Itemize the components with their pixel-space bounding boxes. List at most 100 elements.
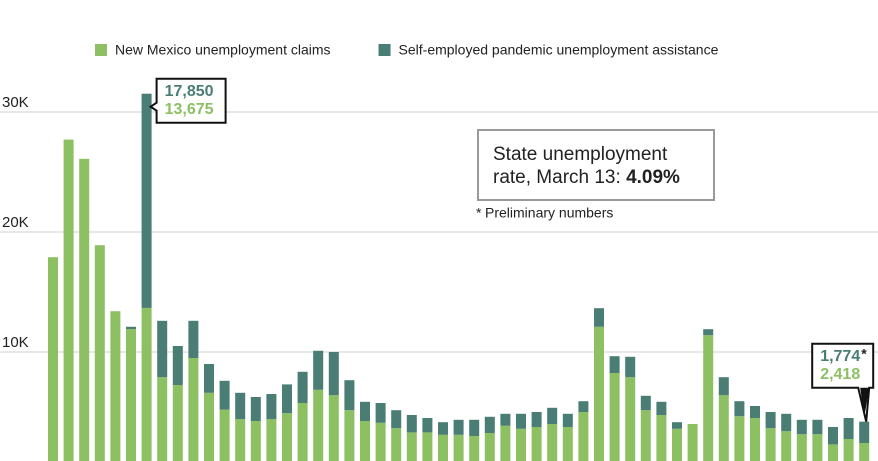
bar-segment — [422, 432, 433, 461]
bar-segment — [172, 346, 183, 385]
bar-segment — [609, 373, 620, 461]
bar-segment — [594, 308, 604, 327]
bar-segment — [734, 416, 745, 461]
legend-swatch — [95, 44, 107, 56]
bar-segment — [640, 410, 651, 461]
bar-segment — [235, 392, 246, 420]
bar-segment — [687, 424, 698, 461]
callout-box — [811, 342, 875, 422]
bar-segment — [266, 394, 277, 420]
bar-segment — [828, 427, 838, 445]
bar-segment — [79, 158, 90, 461]
bar-segment — [406, 432, 417, 461]
bar-segment — [718, 395, 729, 461]
bar-segment — [453, 419, 464, 435]
bar-segment — [375, 422, 386, 461]
bar-segment — [484, 416, 495, 433]
callout-pointer — [860, 387, 870, 418]
bar-segment — [297, 403, 308, 461]
bar-segment — [625, 377, 636, 461]
bar-segment — [438, 434, 448, 461]
bar-segment — [94, 245, 105, 461]
bar-segment — [266, 419, 277, 461]
bar-segment — [63, 139, 74, 461]
bar-segment — [578, 401, 589, 412]
bar-segment — [672, 422, 682, 429]
legend-label: New Mexico unemployment claims — [115, 42, 331, 58]
bar-segment — [204, 392, 214, 461]
bar-segment — [547, 424, 558, 461]
bar-segment — [282, 413, 292, 461]
bar-segment — [375, 403, 386, 423]
bar-segment — [781, 413, 792, 432]
bar-segment — [282, 384, 292, 414]
bar-segment — [859, 442, 870, 461]
bar-segment — [484, 433, 495, 461]
bar-segment — [406, 415, 417, 433]
rate-text: rate, March 13: — [493, 167, 621, 188]
bar-segment — [453, 434, 464, 461]
bar-segment — [172, 385, 183, 461]
bar-segment — [469, 419, 480, 436]
y-tick-label: 10K — [2, 334, 29, 351]
bar-segment — [812, 419, 823, 435]
bar-segment — [734, 401, 745, 417]
bar-segment — [110, 311, 121, 461]
bar-segment — [188, 320, 199, 358]
bar-segment — [469, 436, 480, 461]
bar-segment — [204, 364, 214, 393]
bar-segment — [859, 421, 870, 443]
y-tick-label: 30K — [2, 94, 29, 111]
bar-segment — [703, 329, 714, 336]
rate-text: State unemployment — [493, 144, 668, 165]
bar-segment — [812, 434, 823, 461]
bar-segment — [391, 428, 402, 461]
bar-segment — [781, 431, 792, 461]
bar-segment — [344, 380, 355, 411]
bar-segment — [219, 380, 230, 410]
bar-segment — [656, 401, 667, 415]
bar-segment — [313, 389, 324, 461]
data-label: 17,850 — [165, 83, 214, 100]
bar-segment — [796, 434, 807, 461]
bar-segment — [219, 409, 230, 461]
note-asterisk: * — [476, 205, 482, 221]
bar-segment — [250, 397, 261, 421]
bar-segment — [297, 371, 308, 403]
bar-segment — [843, 439, 854, 461]
bar-segment — [516, 413, 526, 429]
bar-segment — [360, 421, 370, 461]
bar-segment — [531, 412, 542, 427]
bar-segment — [750, 406, 760, 418]
bar-segment — [157, 320, 168, 378]
bar-segment — [609, 356, 620, 373]
bar-segment — [828, 444, 838, 461]
bar-segment — [250, 421, 261, 461]
bar-segment — [126, 329, 136, 461]
bar-segment — [718, 377, 729, 396]
bar-segment — [422, 418, 433, 433]
data-label: 2,418 — [820, 366, 860, 383]
data-label-asterisk: * — [861, 345, 867, 361]
data-label: 1,774 — [820, 348, 860, 365]
bar-segment — [562, 413, 573, 427]
bar-segment — [391, 410, 402, 429]
bar-segment — [360, 401, 370, 421]
bar-segment — [438, 422, 448, 435]
rate-text: rate, March 13: 4.09% — [493, 167, 680, 188]
bar-segment — [765, 412, 776, 429]
bar-segment — [703, 335, 714, 461]
callout-box — [148, 77, 227, 124]
rate-value: 4.09% — [626, 167, 680, 188]
bar-segment — [547, 407, 558, 424]
y-tick-label: 20K — [2, 214, 29, 231]
bar-segment — [640, 395, 651, 411]
bar-segment — [594, 326, 604, 461]
bar-segment — [500, 413, 511, 426]
bar-segment — [48, 257, 58, 461]
bar-segment — [328, 395, 339, 461]
bar-segment — [843, 418, 854, 439]
bar-segment — [313, 350, 324, 390]
bar-segment — [578, 412, 589, 461]
